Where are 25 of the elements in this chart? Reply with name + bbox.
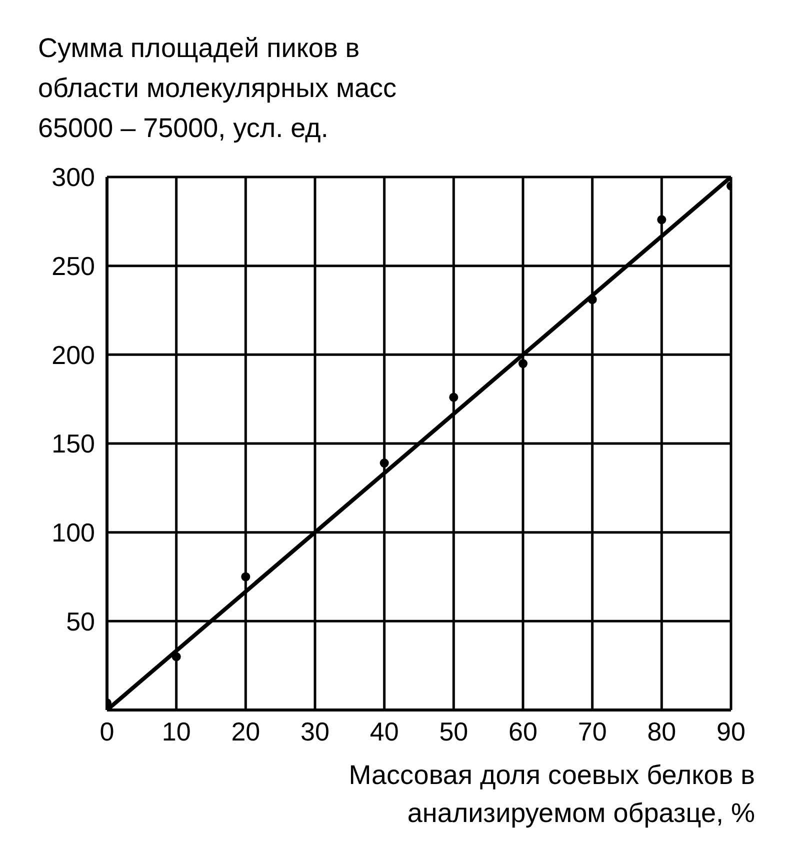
x-tick-label: 80 xyxy=(647,716,676,746)
y-tick-label: 200 xyxy=(52,340,95,370)
x-tick-label: 70 xyxy=(578,716,607,746)
x-tick-label: 40 xyxy=(370,716,399,746)
x-tick-label: 50 xyxy=(439,716,468,746)
x-tick-label: 90 xyxy=(716,716,746,746)
y-tick-label: 50 xyxy=(66,606,95,636)
x-tick-label: 30 xyxy=(300,716,330,746)
point xyxy=(241,572,250,582)
y-tick-label: 250 xyxy=(52,251,95,282)
point xyxy=(588,295,597,304)
y-axis-title: Сумма площадей пиков в области молекулярных масс 65000 – 75000, усл. ед. xyxy=(38,32,398,145)
point xyxy=(172,652,181,662)
point xyxy=(380,458,389,468)
x-axis-title: Массовая доля соевых белков в анализируемом образце, % xyxy=(348,759,755,830)
point xyxy=(657,215,666,224)
point xyxy=(518,359,528,368)
x-tick-label: 0 xyxy=(100,716,114,746)
y-tick-label: 100 xyxy=(52,518,95,548)
x-tick-label: 20 xyxy=(231,716,260,746)
point xyxy=(449,392,458,402)
y-tick-label: 150 xyxy=(52,428,95,459)
x-tick-label: 60 xyxy=(508,716,538,746)
x-tick-label: 10 xyxy=(162,716,191,746)
y-tick-label: 300 xyxy=(52,162,95,192)
